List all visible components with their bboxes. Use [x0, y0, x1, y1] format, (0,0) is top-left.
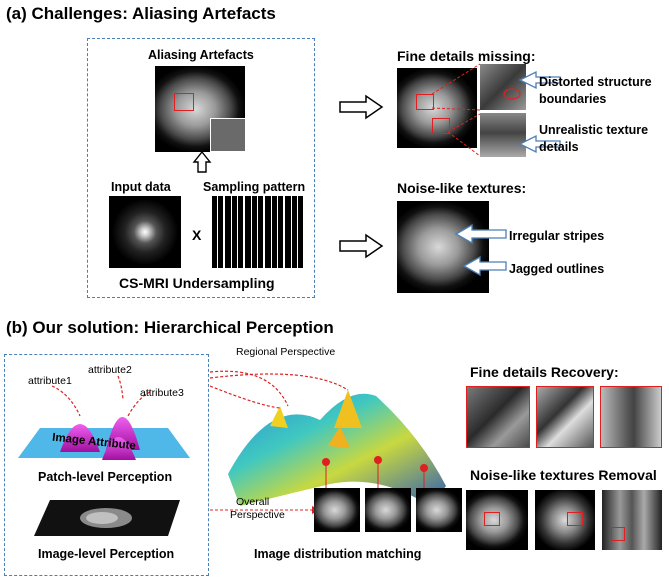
aliasing-label: Aliasing Artefacts [148, 48, 254, 62]
recovery-patch-2 [536, 386, 594, 448]
right-arrow-icon [339, 94, 384, 120]
zoom-patch-texture [480, 113, 526, 157]
attribute-peak-3 [102, 437, 136, 460]
removal-title: Noise-like textures Removal [470, 467, 657, 483]
right-arrow-icon [339, 233, 384, 259]
recovery-title: Fine details Recovery: [470, 364, 619, 380]
zoom-patch-structure [480, 64, 526, 110]
sampling-pattern-image [212, 196, 304, 268]
recovery-patch-3 [600, 386, 662, 448]
section-a-title: (a) Challenges: Aliasing Artefacts [6, 4, 276, 23]
distribution-sample-3 [416, 488, 462, 532]
noise-pointer-arrows [454, 223, 507, 277]
overall-line1: Overall [236, 496, 270, 508]
unrealistic-line2: details [539, 140, 579, 154]
aliasing-roi-box [174, 93, 194, 111]
irregular-stripes-label: Irregular stripes [509, 229, 605, 243]
up-arrow-icon [192, 150, 212, 173]
undersampling-label: CS-MRI Undersampling [119, 275, 275, 291]
section-b-title: (b) Our solution: Hierarchical Perceptio… [6, 318, 334, 337]
recon-mri-image [397, 68, 477, 148]
distribution-surface-diagram [209, 370, 446, 514]
attribute3-label: attribute3 [140, 387, 184, 399]
recovery-patch-1 [466, 386, 530, 448]
image-level-label: Image-level Perception [38, 547, 175, 561]
perception-box [4, 354, 209, 576]
patch-level-label: Patch-level Perception [38, 470, 173, 484]
distribution-sample-1 [314, 488, 360, 532]
regional-perspective-label: Regional Perspective [236, 346, 336, 358]
jagged-outlines-label: Jagged outlines [509, 262, 605, 276]
attribute1-label: attribute1 [28, 375, 72, 387]
input-data-label: Input data [111, 180, 171, 194]
kspace-input-image [109, 196, 181, 268]
noisy-mri-image [397, 201, 489, 293]
unrealistic-line1: Unrealistic texture [539, 123, 649, 137]
removal-roi-2 [567, 512, 583, 526]
distribution-matching-label: Image distribution matching [254, 547, 422, 561]
attribute2-label: attribute2 [88, 364, 132, 376]
sampling-pattern-label: Sampling pattern [203, 180, 306, 194]
noise-title: Noise-like textures: [397, 180, 527, 196]
undersampling-box [87, 38, 315, 298]
recon-roi-box-1 [416, 94, 434, 110]
removal-knee-image [602, 490, 662, 550]
removal-abdomen-image [535, 490, 595, 550]
distorted-line2: boundaries [539, 92, 607, 106]
recon-roi-box-2 [432, 118, 450, 134]
removal-brain-image [466, 490, 528, 550]
fine-details-title: Fine details missing: [397, 48, 536, 64]
removal-roi-1 [484, 512, 500, 526]
image-level-plane [34, 500, 180, 536]
attribute-peak-1 [60, 424, 100, 452]
overall-line2: Perspective [230, 509, 285, 521]
removal-roi-3 [611, 527, 625, 541]
distorted-line1: Distorted structure [539, 75, 652, 89]
patch-attribute-diagram [18, 375, 190, 460]
distribution-sample-2 [365, 488, 411, 532]
aliasing-zoom-inset [210, 118, 246, 152]
zoom-connector-lines [431, 63, 561, 157]
multiply-symbol: X [192, 227, 202, 243]
